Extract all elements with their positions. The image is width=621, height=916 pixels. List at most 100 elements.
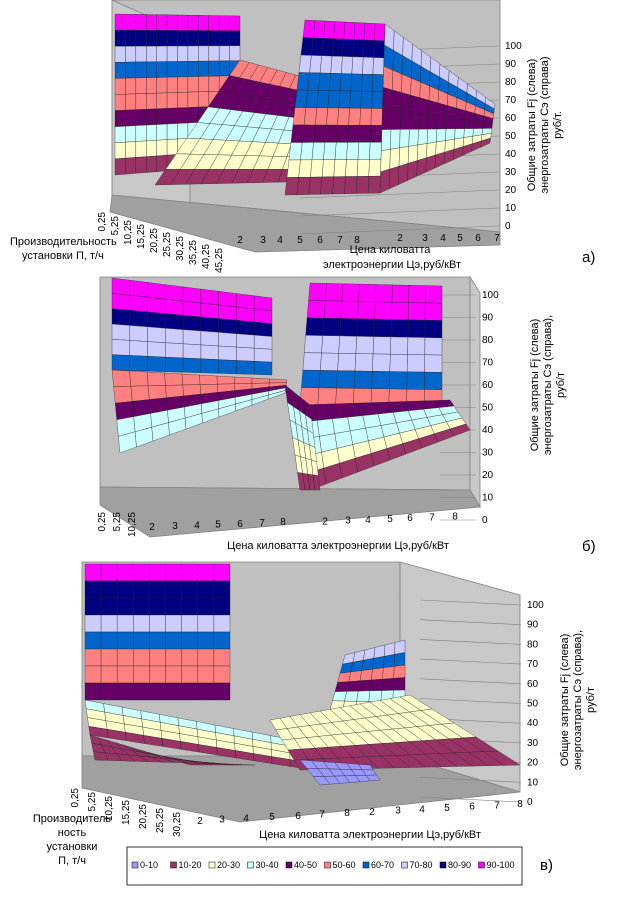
chart-b-surface-cell [340, 300, 359, 320]
chart-a-surface-cell [296, 72, 310, 91]
chart-a-surface-cell [408, 129, 419, 147]
chart-c-gridline [419, 796, 522, 803]
chart-a-surface-cell [370, 125, 383, 143]
chart-a-surface-cell [343, 21, 356, 40]
chart-c-surface-cell [181, 665, 198, 684]
chart-a-surface-cell [114, 29, 126, 47]
chart-c-surface-cell [369, 679, 383, 691]
chart-a-surface-cell [482, 122, 493, 129]
chart-a-surface-cell [313, 124, 327, 143]
chart-b-surface-cell [129, 280, 148, 298]
chart-c-surface-cell [84, 580, 102, 599]
chart-a-surface-cell [341, 56, 354, 75]
chart-a-y-tick: 0,25 [97, 212, 108, 232]
chart-b-y-tick: 10,25 [127, 512, 138, 537]
chart-a-surface-cell [114, 126, 126, 143]
chart-a-surface-cell [286, 159, 301, 178]
chart-a-surface-cell [357, 142, 371, 160]
chart-a-surface-cell [409, 112, 420, 130]
chart-a-floor [109, 194, 501, 253]
chart-a-y-tick: 25,25 [162, 232, 173, 257]
chart-b-surface-cell [236, 360, 255, 375]
chart-c-legend-swatch [362, 861, 370, 869]
chart-a-surface-cell [305, 90, 319, 108]
chart-a-surface-cell [177, 76, 189, 93]
chart-c-surface-cell [84, 631, 102, 650]
chart-c-surface-cell [100, 682, 118, 701]
chart-a-surface-cell [418, 113, 429, 130]
chart-a-surface-cell [399, 129, 410, 149]
chart-a-surface-cell [198, 30, 209, 47]
chart-a-surface-cell [156, 139, 168, 157]
chart-a-surface-cell [368, 159, 382, 177]
chart-c-surface-cell [149, 665, 166, 684]
chart-a-z-tick: 10 [505, 203, 517, 214]
chart-c-z-tick: 60 [527, 679, 539, 690]
chart-b-y-tick: 5,25 [112, 512, 123, 532]
chart-a-z-tick: 90 [505, 59, 517, 70]
chart-a-z-label-line: энергозатраты Сэ (справа) [539, 56, 551, 193]
chart-a-surface-cell [363, 39, 375, 58]
chart-c-x-tick: 5 [444, 803, 450, 814]
chart-a-surface-cell [473, 120, 484, 129]
chart-a-surface-cell [156, 61, 168, 78]
chart-a-surface-cell [426, 128, 438, 144]
chart-c-z-tick: 90 [527, 620, 539, 631]
chart-c-surface-cell [149, 597, 166, 616]
chart-a-surface-cell [363, 22, 376, 41]
chart-b-surface-cell [374, 301, 393, 320]
chart-a-z-label: Общие затраты Fj (слева) энергозатраты Сэ… [526, 56, 564, 193]
chart-c-x-tick: 6 [469, 802, 475, 813]
chart-a-surface-cell [336, 125, 349, 143]
chart-a-surface-cell [373, 40, 385, 58]
chart-c-surface-cell [213, 614, 231, 633]
chart-a-surface-cell [177, 14, 189, 31]
chart-c-y-tick: 10,25 [104, 796, 115, 821]
chart-a-z-tick: 40 [505, 149, 517, 160]
chart-a-surface-cell [310, 159, 324, 178]
chart-a-surface-cell [177, 107, 189, 124]
chart-b-surface-cell [218, 332, 237, 348]
chart-a-surface-cell [135, 93, 147, 110]
chart-a-surface-cell [319, 55, 333, 74]
chart-a-surface-cell [146, 61, 157, 78]
chart-c-z-tick: 50 [527, 699, 539, 710]
chart-a-surface-cell [198, 76, 209, 92]
chart-a-surface-cell [146, 45, 157, 63]
chart-c-surface-cell [133, 631, 150, 650]
chart-b-surface-cell [165, 357, 184, 373]
chart-c-legend-swatch [247, 861, 254, 869]
chart-c-legend-swatch [401, 861, 408, 869]
chart-a-surface-cell [392, 69, 403, 93]
chart-b-surface-cell [305, 317, 325, 336]
chart-c-surface-cell [181, 682, 198, 701]
chart-a-surface-cell [342, 39, 355, 57]
chart-c-z-label-line: Общие затраты Fj (слева) [559, 634, 571, 767]
chart-b-surface-cell [111, 277, 130, 296]
chart-a-surface-cell [125, 109, 136, 127]
chart-a-surface-cell [114, 142, 126, 160]
chart-c-legend-label: 20-30 [217, 860, 240, 870]
chart-a-y-tick: 10,25 [123, 220, 134, 245]
chart-b-surface-cell [111, 323, 130, 341]
chart-b-z-tick: 0 [482, 515, 488, 526]
chart-c-y-label-line: Производитель [33, 813, 112, 825]
chart-b-surface-cell [406, 371, 425, 390]
chart-b-surface-cell [391, 284, 410, 303]
chart-b-surface-cell [165, 328, 184, 344]
chart-b-surface-cell [306, 300, 326, 319]
chart-b-surface-cell [301, 369, 321, 388]
chart-b-surface-cell [234, 376, 253, 384]
chart-b-surface-cell [236, 306, 255, 323]
chart-c-x-tick: 3 [395, 806, 401, 817]
chart-b-z-tick: 10 [482, 493, 494, 504]
chart-c-surface-cell [165, 563, 182, 582]
chart-b-x-tick: 3 [345, 516, 351, 527]
chart-a-surface-cell [146, 77, 157, 94]
chart-b-surface-cell [182, 384, 201, 397]
chart-b-surface-cell [322, 318, 342, 337]
chart-a-surface-cell [298, 54, 312, 73]
chart-c-surface-cell [197, 682, 215, 701]
chart-a-surface-cell [309, 55, 322, 74]
chart-a-z-tick: 100 [505, 41, 522, 52]
